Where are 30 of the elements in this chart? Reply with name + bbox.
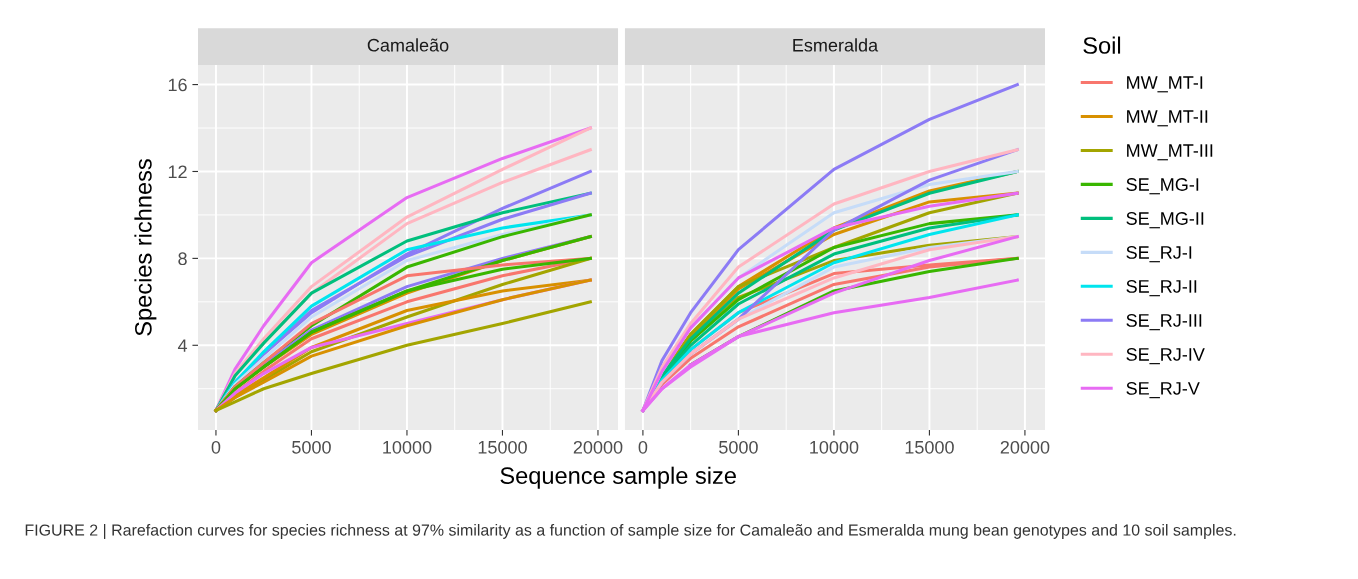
x-tick-label: 20000 [573,440,623,454]
caption: FIGURE 2 | Rarefaction curves for species richness at 97% similarity as a function of sample size for Camaleão and Esmeralda mung bean genotypes and 10 soil samples. [25,524,1236,539]
legend-label: MW_MT-III [1127,144,1213,161]
legend-label: SE_MG-I [1126,178,1199,195]
y-axis-title: Species richness [134,159,157,336]
y-tick-label: 12 [168,165,187,179]
legend-label: SE_RJ-IV [1126,348,1205,365]
legend-title: Soil [1083,36,1121,54]
legend-label: MW_MT-II [1127,110,1208,127]
chart-title: Camaleão [367,38,449,52]
chart-title: Esmeralda [793,38,879,52]
legend-label: SE_RJ-III [1126,314,1202,331]
x-axis-title: Sequence sample size [500,466,736,489]
x-tick-label: 15000 [905,440,954,454]
x-tick-label: 0 [638,440,648,454]
legend-label: SE_MG-II [1126,212,1204,229]
x-tick-label: 5000 [292,440,331,454]
legend-label: SE_RJ-II [1126,280,1197,297]
legend-label: MW_MT-I [1127,76,1203,93]
legend-label: SE_RJ-V [1126,382,1200,399]
legend-label: SE_RJ-I [1126,246,1192,263]
x-tick-label: 10000 [383,440,432,454]
x-tick-label: 5000 [719,440,758,454]
y-tick-label: 4 [177,339,188,352]
y-tick-label: 16 [168,78,187,92]
x-tick-label: 0 [211,440,221,454]
x-tick-label: 15000 [478,440,527,454]
y-tick-label: 8 [178,252,187,266]
x-tick-label: 20000 [1000,440,1050,454]
x-tick-label: 10000 [810,440,859,454]
